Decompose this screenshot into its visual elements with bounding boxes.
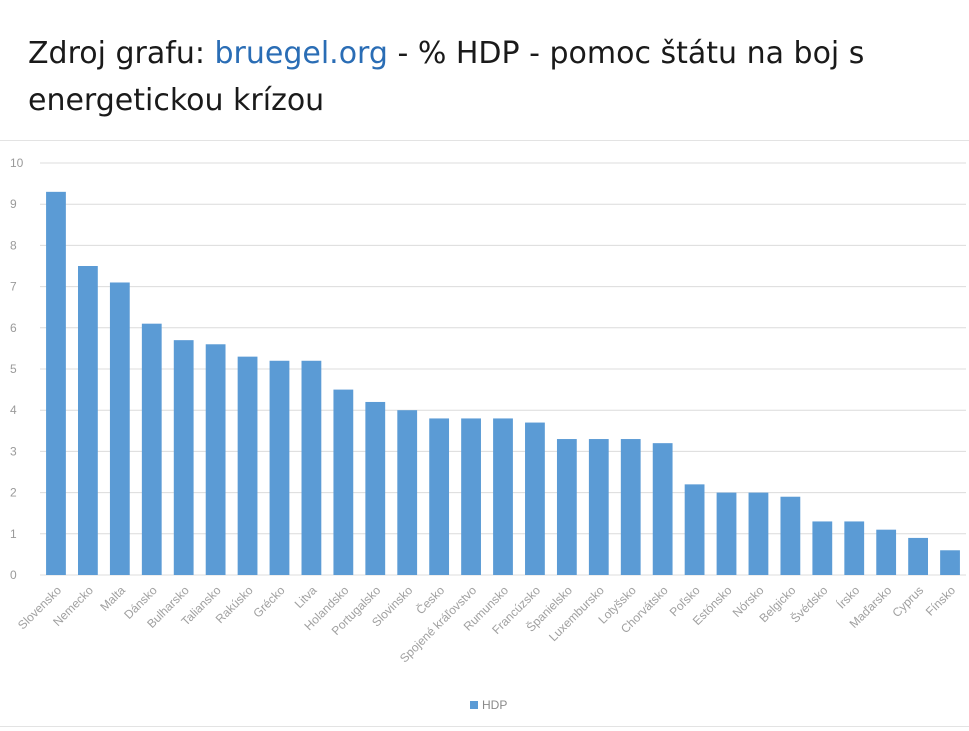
bar-nórsko bbox=[748, 492, 769, 575]
bar-dánsko bbox=[141, 323, 162, 575]
y-tick-label: 1 bbox=[10, 527, 17, 541]
caption-suffix: - % HDP - pomoc štátu na boj s energetic… bbox=[28, 36, 865, 118]
bar-španielsko bbox=[556, 439, 577, 575]
y-tick-label: 3 bbox=[10, 444, 17, 458]
bar-chorvátsko bbox=[652, 443, 673, 575]
y-tick-label: 4 bbox=[10, 403, 17, 417]
bar-lotyšsko bbox=[620, 439, 641, 575]
bar-bulharsko bbox=[173, 340, 194, 575]
chart-caption: Zdroj grafu: bruegel.org - % HDP - pomoc… bbox=[28, 30, 948, 124]
bar-cyprus bbox=[908, 537, 929, 575]
category-label: Grécko bbox=[250, 583, 287, 620]
source-link[interactable]: bruegel.org bbox=[214, 36, 388, 71]
y-tick-label: 9 bbox=[10, 197, 17, 211]
y-tick-label: 6 bbox=[10, 321, 17, 335]
y-tick-label: 8 bbox=[10, 238, 17, 252]
bar-litva bbox=[301, 360, 322, 575]
bar-holandsko bbox=[333, 389, 354, 575]
bar-česko bbox=[429, 418, 450, 575]
y-tick-label: 7 bbox=[10, 280, 17, 294]
bar-rakúsko bbox=[237, 356, 258, 575]
bar-spojené-kráľovstvo bbox=[461, 418, 481, 575]
bar-fínsko bbox=[940, 550, 960, 575]
bar-portugalsko bbox=[365, 401, 386, 575]
bar-slovinsko bbox=[397, 410, 418, 575]
bar-malta bbox=[109, 282, 130, 575]
bar-maďarsko bbox=[876, 529, 897, 575]
caption-prefix: Zdroj grafu: bbox=[28, 36, 215, 71]
category-label: Litva bbox=[292, 583, 320, 611]
bar-švédsko bbox=[812, 521, 833, 575]
y-tick-label: 5 bbox=[10, 362, 17, 376]
bar-estónsko bbox=[716, 492, 737, 575]
bar-írsko bbox=[844, 521, 865, 575]
bar-belgicko bbox=[780, 496, 801, 575]
bar-luxembursko bbox=[588, 439, 609, 575]
bar-grécko bbox=[269, 360, 290, 575]
bar-francúzsko bbox=[525, 422, 545, 575]
y-tick-label: 10 bbox=[10, 156, 24, 170]
bar-nemecko bbox=[77, 266, 98, 575]
y-tick-label: 2 bbox=[10, 486, 17, 500]
category-label: Írsko bbox=[833, 582, 862, 611]
bar-rumunsko bbox=[493, 418, 513, 575]
legend-label: HDP bbox=[482, 698, 507, 712]
legend-swatch bbox=[470, 701, 478, 709]
y-tick-label: 0 bbox=[10, 568, 17, 582]
bar-taliansko bbox=[205, 344, 226, 575]
category-label: Cyprus bbox=[889, 583, 926, 620]
chart-card: 0 1 2 3 4 5 6 7 8 9 10 Slovensko Nemecko Malta Dánsko B… bbox=[0, 140, 969, 727]
bar-poľsko bbox=[684, 484, 705, 575]
category-label: Fínsko bbox=[923, 583, 959, 619]
bar-slovensko bbox=[46, 191, 66, 575]
